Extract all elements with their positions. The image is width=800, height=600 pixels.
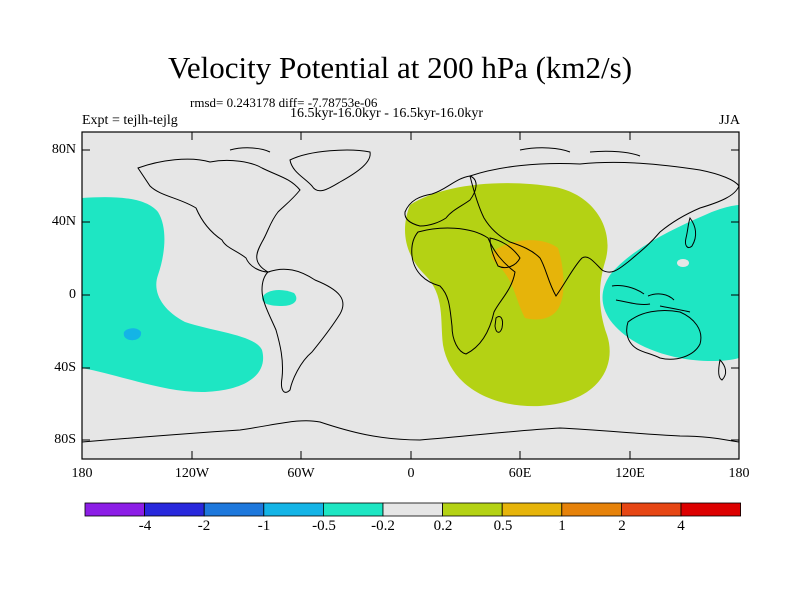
colorbar-label: -1 — [257, 518, 271, 534]
colorbar-label: 0.2 — [433, 518, 453, 534]
lon-label: 180 — [728, 466, 750, 481]
coast-arctic-islands — [229, 147, 641, 157]
colorbar-box — [561, 502, 622, 517]
colorbar-box — [442, 502, 503, 517]
neutral-patch — [677, 259, 689, 267]
colorbar-label: -2 — [197, 518, 211, 534]
colorbar-box — [382, 502, 443, 517]
experiment-label: Expt = tejlh-tejlg — [82, 113, 178, 128]
coast-africa — [411, 227, 516, 355]
colorbar-label: 2 — [618, 518, 626, 534]
negative-anomaly-amazon — [262, 290, 297, 306]
coast-south-america — [261, 268, 344, 393]
lon-label: 60E — [508, 466, 532, 481]
coast-arabia — [489, 237, 521, 269]
colorbar-label: 4 — [677, 518, 685, 534]
coast-madagascar — [494, 315, 503, 333]
lon-label: 0 — [407, 466, 415, 481]
colorbar-box — [621, 502, 682, 517]
lat-label: 40N — [51, 214, 76, 229]
colorbar-box — [84, 502, 145, 517]
season-label: JJA — [718, 113, 740, 128]
lat-ticks — [82, 149, 739, 441]
plot-title: Velocity Potential at 200 hPa (km2/s) — [167, 50, 633, 85]
negative-anomaly-east-pacific — [82, 197, 264, 393]
lon-label: 120E — [615, 466, 645, 481]
negative-anomaly-west-pacific — [602, 205, 739, 361]
coast-europe — [404, 175, 477, 227]
colorbar-box — [263, 502, 324, 517]
colorbar-box — [501, 502, 563, 517]
coastlines — [81, 147, 740, 443]
colorbar-label: 1 — [558, 518, 566, 534]
colorbar-label: -4 — [138, 518, 152, 534]
colorbar-label: 0.5 — [493, 518, 513, 534]
lon-ticks — [191, 132, 631, 459]
negative-anomaly-south-pacific-core — [123, 328, 142, 341]
colorbar — [84, 502, 741, 517]
positive-anomaly-arabia-india — [491, 240, 564, 320]
colorbar-box — [322, 502, 384, 517]
lat-label: 0 — [69, 287, 76, 302]
positive-anomaly-africa-asia — [405, 183, 610, 407]
colorbar-label: -0.5 — [312, 518, 336, 534]
lon-label: 60W — [287, 466, 315, 481]
coast-maritime — [611, 285, 691, 313]
lon-label: 120W — [174, 466, 210, 481]
coast-antarctica — [81, 420, 740, 443]
coast-asia — [469, 161, 740, 297]
coast-new-zealand — [718, 358, 727, 381]
lat-label: 80N — [51, 142, 76, 157]
colorbar-box — [680, 502, 741, 517]
coast-north-america — [137, 158, 301, 273]
stats-subtitle: rmsd= 0.243178 diff= -7.78753e-06 — [190, 95, 378, 110]
colorbar-label: -0.2 — [371, 518, 395, 534]
lat-label: 80S — [54, 432, 76, 447]
period-subtitle: 16.5kyr-16.0kyr - 16.5kyr-16.0kyr — [290, 106, 484, 121]
colorbar-box — [203, 502, 265, 517]
lon-label: 180 — [71, 466, 93, 481]
coast-greenland — [289, 149, 371, 192]
lat-label: 40S — [54, 360, 76, 375]
coast-australia — [626, 309, 702, 360]
colorbar-box — [144, 502, 205, 517]
coast-japan — [685, 216, 697, 249]
